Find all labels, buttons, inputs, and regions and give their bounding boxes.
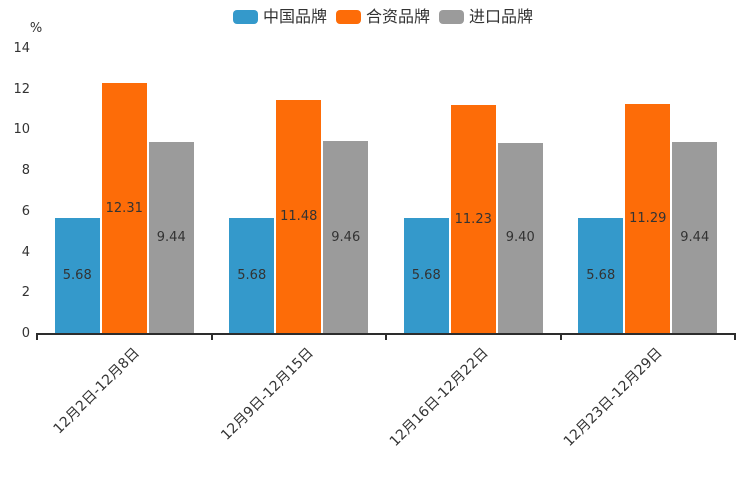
bar-value-label: 11.29 [629, 211, 667, 227]
x-axis-label-cat-2: 12月16日-12月22日 [386, 345, 492, 450]
y-axis-tick-label: 6 [21, 203, 30, 219]
bar-value-label: 5.68 [411, 268, 441, 284]
x-axis-label-cat-3: 12月23日-12月29日 [561, 345, 667, 450]
bar-series-1-cat-3 [625, 104, 671, 334]
y-axis-tick-label: 4 [21, 244, 30, 260]
legend-item-series-1[interactable]: 合资品牌 [336, 8, 430, 26]
bar-series-1-cat-1 [276, 100, 322, 334]
bar-series-0-cat-2 [403, 218, 449, 334]
legend-label: 中国品牌 [263, 7, 328, 26]
y-axis-tick-label: 12 [13, 81, 30, 97]
bar-value-label: 9.44 [680, 229, 710, 245]
bar-value-label: 9.44 [156, 229, 186, 245]
bar-series-0-cat-3 [578, 218, 624, 334]
x-axis-label-cat-1: 12月9日-12月15日 [218, 345, 318, 444]
bar-series-1-cat-2 [450, 105, 496, 334]
bar-series-2-cat-3 [672, 141, 718, 334]
legend-label: 进口品牌 [469, 7, 534, 26]
legend-label: 合资品牌 [366, 7, 431, 26]
bar-series-2-cat-2 [497, 142, 543, 334]
x-axis-tick-mark [210, 334, 213, 340]
x-axis-tick-mark [385, 334, 387, 340]
legend-swatch-icon [336, 10, 362, 24]
y-axis-unit-label: % [29, 21, 43, 36]
y-axis-tick-label: 14 [13, 41, 30, 56]
x-axis-tick-mark [36, 334, 38, 340]
bar-value-label: 5.68 [237, 268, 267, 284]
y-axis-tick-label: 10 [13, 122, 30, 138]
legend-swatch-icon [233, 10, 258, 24]
bar-series-0-cat-1 [229, 218, 275, 334]
y-axis-tick-label: 2 [21, 285, 30, 301]
legend-swatch-icon [439, 10, 465, 24]
x-axis-tick-mark [734, 334, 736, 340]
bar-series-2-cat-1 [323, 141, 369, 334]
bar-value-label: 9.46 [331, 229, 361, 245]
bar-value-label: 9.40 [505, 230, 535, 246]
legend: 中国品牌 合资品牌 进口品牌 [233, 8, 533, 26]
y-axis-tick-label: 8 [21, 163, 30, 179]
bar-series-1-cat-0 [101, 83, 147, 334]
y-axis-tick-label: 0 [21, 326, 30, 341]
bar-series-2-cat-0 [148, 141, 194, 334]
legend-item-series-2[interactable]: 进口品牌 [439, 8, 533, 26]
bar-value-label: 11.48 [280, 209, 318, 225]
bar-value-label: 11.23 [454, 211, 492, 227]
x-axis-label-cat-0: 12月2日-12月8日 [50, 345, 143, 438]
x-axis-tick-mark [559, 334, 562, 340]
legend-item-series-0[interactable]: 中国品牌 [233, 8, 327, 26]
bar-series-0-cat-0 [54, 218, 100, 334]
bar-value-label: 5.68 [586, 268, 616, 284]
bar-value-label: 5.68 [62, 268, 92, 284]
bar-value-label: 12.31 [105, 200, 143, 216]
